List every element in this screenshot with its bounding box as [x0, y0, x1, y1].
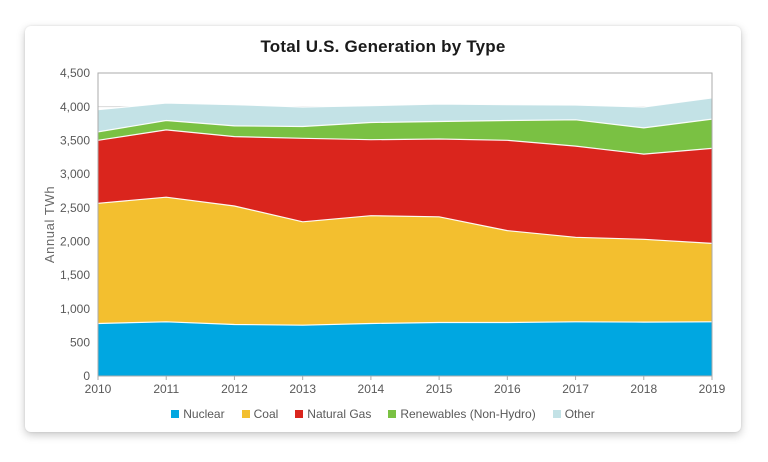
area-edge — [97, 196, 713, 244]
area-nuclear — [98, 321, 712, 376]
y-tick-label: 0 — [83, 369, 90, 383]
x-tick-label: 2014 — [358, 382, 385, 396]
legend-label: Renewables (Non-Hydro) — [400, 407, 536, 421]
stacked-area-chart: 2010 2011 2012 2013 2014 2015 2016 2017 2018 2019… — [42, 66, 726, 396]
legend-label: Nuclear — [183, 407, 225, 421]
y-tick-label: 2,000 — [60, 235, 90, 249]
chart-card: Total U.S. Generation by Type 2010 2011 20… — [25, 26, 741, 432]
x-tick-label: 2012 — [221, 382, 248, 396]
area-edge — [97, 321, 713, 326]
legend-item-natural-gas: Natural Gas — [295, 408, 371, 420]
y-tick-label: 500 — [70, 336, 90, 350]
x-tick-label: 2013 — [289, 382, 316, 396]
legend-item-coal: Coal — [241, 407, 279, 421]
legend-swatch-coal — [241, 410, 250, 418]
legend-swatch-nuclear — [171, 410, 180, 418]
chart-legend: Nuclear Coal Natural Gas Renewables (Non-Hy… — [25, 405, 741, 423]
chart-title: Total U.S. Generation by Type — [260, 37, 506, 56]
y-tick-label: 2,500 — [60, 201, 90, 215]
x-tick-label: 2018 — [630, 382, 657, 396]
area-edge — [97, 97, 713, 111]
plot-frame — [97, 72, 713, 377]
legend-label: Coal — [253, 407, 279, 421]
x-tick-label: 2017 — [562, 382, 589, 396]
y-tick-label: 4,000 — [60, 100, 90, 114]
x-tick-label: 2015 — [426, 382, 453, 396]
legend-item-renewables-non-hydro: Renewables (Non-Hydro) — [388, 407, 536, 421]
area-edge — [97, 129, 713, 155]
y-tick-label: 1,500 — [60, 268, 90, 282]
legend-swatch-natural-gas — [295, 410, 304, 418]
legend-swatch-renewables-non-hydro — [388, 410, 397, 418]
x-tick-label: 2010 — [85, 382, 112, 396]
legend-item-other: Other — [552, 407, 595, 421]
y-tick-label: 4,500 — [60, 66, 90, 80]
y-tick-label: 1,000 — [60, 302, 90, 316]
legend-label: Natural Gas — [307, 407, 372, 421]
area-edge — [97, 118, 713, 133]
y-axis-title: Annual TWh — [42, 186, 57, 263]
legend-item-nuclear: Nuclear — [171, 407, 225, 421]
area-natural-gas — [98, 129, 712, 244]
x-tick-label: 2019 — [699, 382, 726, 396]
area-renewables-non-hydro — [98, 119, 712, 155]
area-coal — [98, 197, 712, 326]
x-tick-label: 2016 — [494, 382, 521, 396]
y-tick-label: 3,500 — [60, 134, 90, 148]
legend-swatch-other — [552, 410, 561, 418]
area-other — [98, 97, 712, 132]
x-tick-label: 2011 — [153, 382, 179, 396]
legend-label: Other — [564, 407, 595, 421]
y-tick-label: 3,000 — [60, 167, 90, 181]
